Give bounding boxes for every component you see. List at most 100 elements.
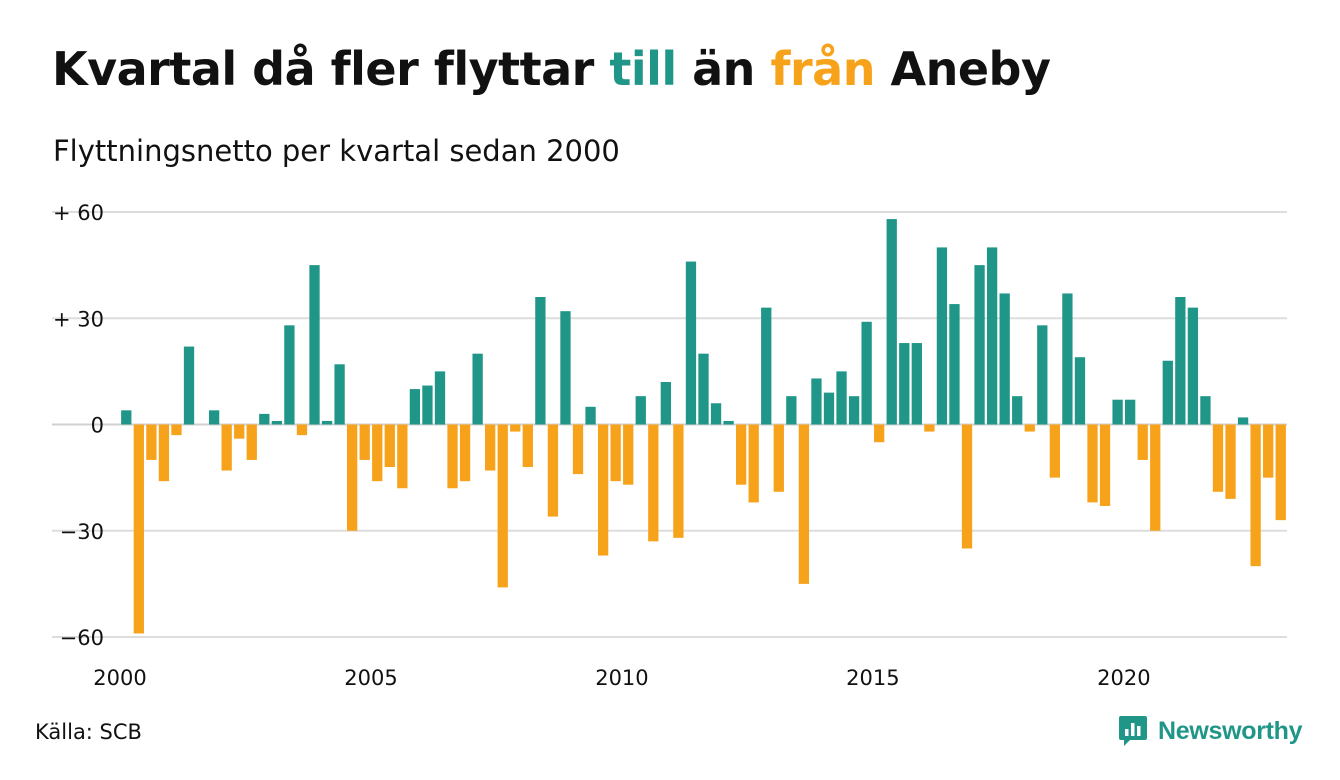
bar: 2015 Q2: 58 bbox=[886, 219, 897, 425]
bar: 2000 Q3: -10 bbox=[146, 424, 157, 460]
bar: 2022 Q2: 2 bbox=[1237, 417, 1249, 425]
bar: 2017 Q2: 50 bbox=[986, 247, 998, 425]
bar: 2013 Q4: 13 bbox=[811, 378, 822, 425]
y-tick-label: + 60 bbox=[53, 201, 104, 225]
y-axis-labels: + 60 + 30 0 −30 −60 bbox=[53, 201, 104, 650]
bar: 2008 Q3: -26 bbox=[547, 424, 559, 517]
bar: 2009 Q1: -14 bbox=[572, 424, 584, 475]
bar: 2014 Q3: 8 bbox=[848, 396, 860, 425]
chart-title: Kvartal då fler flyttar till än från Ane… bbox=[52, 42, 1051, 96]
bar: 2013 Q2: 8 bbox=[786, 396, 797, 425]
bar: 2021 Q3: 8 bbox=[1200, 396, 1211, 425]
bar: 2011 Q1: -32 bbox=[673, 424, 684, 538]
bar: 2005 Q2: -12 bbox=[384, 424, 395, 467]
bar: 2014 Q1: 9 bbox=[823, 392, 835, 425]
bar: 2017 Q4: 8 bbox=[1012, 396, 1023, 425]
bar: 2019 Q3: -23 bbox=[1099, 424, 1111, 506]
x-axis-labels: 2000 2005 2010 2015 2020 bbox=[93, 666, 1150, 690]
bar: 2020 Q2: -10 bbox=[1137, 424, 1148, 460]
bar: 2014 Q4: 29 bbox=[861, 321, 872, 425]
bar: 2016 Q3: 34 bbox=[949, 304, 960, 425]
bar: 2002 Q2: -4 bbox=[234, 424, 245, 439]
bar: 2000 Q4: -16 bbox=[158, 424, 170, 482]
y-tick-label: −30 bbox=[60, 520, 104, 544]
bar: 2001 Q4: 4 bbox=[208, 410, 220, 425]
title-part-3: än bbox=[676, 42, 771, 96]
title-part-fran: från bbox=[770, 42, 875, 96]
y-tick-label: 0 bbox=[91, 414, 104, 438]
bar: 2008 Q4: 32 bbox=[560, 311, 571, 425]
x-tick-label: 2015 bbox=[846, 666, 899, 690]
y-tick-label: −60 bbox=[60, 626, 104, 650]
bar: 2008 Q2: 36 bbox=[535, 297, 546, 425]
x-tick-label: 2000 bbox=[93, 666, 146, 690]
bar: 2022 Q1: -21 bbox=[1225, 424, 1236, 499]
bar-chart: + 60 + 30 0 −30 −60 2000 2005 2010 2015 2020 200… bbox=[52, 201, 1287, 690]
bar: 2001 Q2: 22 bbox=[183, 346, 195, 425]
x-tick-label: 2020 bbox=[1097, 666, 1150, 690]
bar: 2019 Q4: 7 bbox=[1112, 399, 1123, 425]
bar: 2010 Q1: -17 bbox=[623, 424, 634, 485]
bar: 2022 Q4: -15 bbox=[1263, 424, 1274, 478]
bar: 2016 Q4: -35 bbox=[961, 424, 973, 549]
brand-name: Newsworthy bbox=[1158, 716, 1303, 745]
bar: 2020 Q1: 7 bbox=[1125, 399, 1136, 425]
title-part-1: Kvartal då fler flyttar bbox=[52, 42, 610, 96]
bar: 2002 Q3: -10 bbox=[246, 424, 257, 460]
bar: 2009 Q2: 5 bbox=[585, 406, 596, 425]
bar: 2007 Q3: -46 bbox=[497, 424, 508, 588]
bar: 2012 Q3: -22 bbox=[748, 424, 759, 503]
bar: 2012 Q2: -17 bbox=[736, 424, 747, 485]
bar: 2011 Q3: 20 bbox=[698, 353, 709, 425]
bar: 2023 Q1: -27 bbox=[1275, 424, 1286, 521]
title-part-till: till bbox=[609, 42, 677, 96]
bar: 2018 Q4: 37 bbox=[1062, 293, 1073, 425]
bar: 2012 Q1: 1 bbox=[723, 420, 734, 425]
bar: 2010 Q3: -33 bbox=[648, 424, 659, 542]
bar: 2016 Q1: -2 bbox=[924, 424, 935, 432]
bar: 2005 Q1: -16 bbox=[372, 424, 383, 482]
bar: 2014 Q2: 15 bbox=[836, 371, 847, 425]
bar: 2017 Q1: 45 bbox=[974, 265, 985, 425]
bar: 2011 Q2: 46 bbox=[685, 261, 697, 425]
bar: 2015 Q4: 23 bbox=[911, 343, 922, 425]
bar: 2006 Q1: 11 bbox=[422, 385, 433, 425]
brand-logo: Newsworthy bbox=[1118, 714, 1303, 748]
bar: 2012 Q4: 33 bbox=[761, 307, 772, 425]
title-part-5: Aneby bbox=[874, 42, 1051, 96]
chart-subtitle: Flyttningsnetto per kvartal sedan 2000 bbox=[53, 134, 620, 168]
bar: 2003 Q2: 28 bbox=[284, 325, 295, 425]
bars: 2000 Q1: 42000 Q2: -592000 Q3: -102000 Q… bbox=[121, 219, 1286, 634]
bar: 2013 Q1: -19 bbox=[773, 424, 784, 492]
bar: 2020 Q3: -30 bbox=[1150, 424, 1161, 531]
bar: 2009 Q3: -37 bbox=[597, 424, 609, 556]
bar: 2007 Q1: 20 bbox=[472, 353, 483, 425]
bar: 2017 Q3: 37 bbox=[999, 293, 1010, 425]
bar: 2003 Q4: 45 bbox=[309, 265, 320, 425]
bar: 2002 Q1: -13 bbox=[221, 424, 232, 471]
bar: 2010 Q4: 12 bbox=[660, 382, 671, 425]
bar: 2021 Q4: -19 bbox=[1212, 424, 1224, 492]
bar: 2018 Q2: 28 bbox=[1037, 325, 1048, 425]
bar: 2015 Q3: 23 bbox=[899, 343, 910, 425]
y-tick-label: + 30 bbox=[53, 307, 104, 331]
bar: 2006 Q2: 15 bbox=[434, 371, 446, 425]
x-tick-label: 2010 bbox=[595, 666, 648, 690]
bar: 2018 Q3: -15 bbox=[1049, 424, 1060, 478]
bar: 2022 Q3: -40 bbox=[1250, 424, 1261, 567]
newsworthy-logo-icon bbox=[1119, 716, 1147, 746]
bar: 2015 Q1: -5 bbox=[874, 424, 885, 443]
bar: 2005 Q3: -18 bbox=[397, 424, 408, 489]
bar: 2002 Q4: 3 bbox=[259, 413, 270, 425]
bar: 2004 Q1: 1 bbox=[321, 420, 333, 425]
bar: 2008 Q1: -12 bbox=[522, 424, 533, 467]
bar: 2007 Q4: -2 bbox=[510, 424, 521, 432]
source-note: Källa: SCB bbox=[35, 720, 142, 744]
bar: 2004 Q4: -10 bbox=[359, 424, 370, 460]
bar: 2016 Q2: 50 bbox=[936, 247, 948, 425]
bar: 2003 Q3: -3 bbox=[296, 424, 308, 436]
bar: 2000 Q2: -59 bbox=[133, 424, 144, 634]
bar: 2021 Q2: 33 bbox=[1187, 307, 1199, 425]
bar: 2010 Q2: 8 bbox=[635, 396, 646, 425]
bar: 2011 Q4: 6 bbox=[710, 403, 722, 425]
